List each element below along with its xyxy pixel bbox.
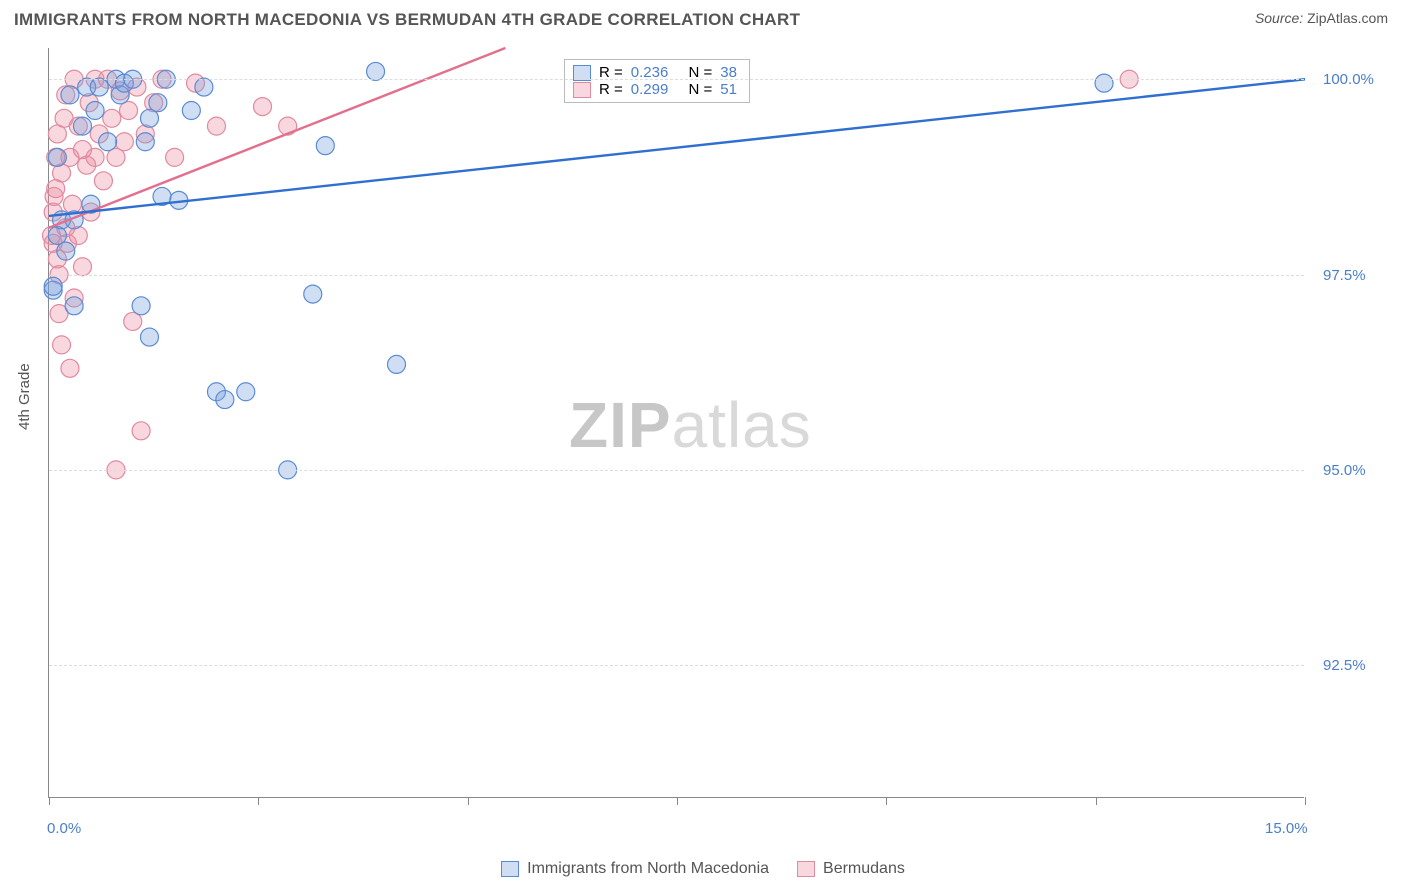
y-tick-label: 100.0% (1323, 71, 1374, 88)
chart-svg (49, 48, 1304, 797)
scatter-point (48, 148, 66, 166)
scatter-point (94, 172, 112, 190)
gridline (49, 470, 1304, 471)
x-tick (1305, 797, 1306, 805)
scatter-point (65, 297, 83, 315)
scatter-point (86, 148, 104, 166)
scatter-point (304, 285, 322, 303)
swatch-blue (501, 861, 519, 877)
scatter-point (61, 359, 79, 377)
r-label: R = (599, 81, 623, 98)
scatter-point (140, 328, 158, 346)
title-bar: IMMIGRANTS FROM NORTH MACEDONIA VS BERMU… (0, 0, 1406, 36)
scatter-point (182, 102, 200, 120)
source: Source: ZipAtlas.com (1255, 10, 1388, 26)
y-axis-label: 4th Grade (16, 363, 33, 430)
legend-row-pink: R = 0.299 N = 51 (573, 81, 737, 98)
y-tick-label: 97.5% (1323, 267, 1366, 284)
scatter-point (73, 117, 91, 135)
x-tick-label: 15.0% (1265, 820, 1308, 837)
gridline (49, 275, 1304, 276)
x-tick (677, 797, 678, 805)
scatter-point (132, 297, 150, 315)
swatch-pink (797, 861, 815, 877)
scatter-point (90, 78, 108, 96)
source-label: Source: (1255, 10, 1303, 26)
scatter-point (316, 137, 334, 155)
scatter-point (195, 78, 213, 96)
x-tick (886, 797, 887, 805)
scatter-point (44, 277, 62, 295)
legend-item-pink: Bermudans (797, 860, 905, 878)
scatter-point (136, 133, 154, 151)
gridline (49, 665, 1304, 666)
x-tick (468, 797, 469, 805)
x-tick (258, 797, 259, 805)
scatter-point (387, 355, 405, 373)
bottom-legend: Immigrants from North Macedonia Bermudan… (0, 860, 1406, 878)
scatter-point (53, 336, 71, 354)
swatch-pink (573, 82, 591, 98)
scatter-point (166, 148, 184, 166)
scatter-point (103, 109, 121, 127)
scatter-point (57, 242, 75, 260)
scatter-point (367, 62, 385, 80)
n-value-pink: 51 (720, 81, 737, 98)
gridline (49, 79, 1304, 80)
scatter-point (254, 98, 272, 116)
scatter-point (1095, 74, 1113, 92)
scatter-point (216, 391, 234, 409)
y-tick-label: 92.5% (1323, 657, 1366, 674)
legend-box: R = 0.236 N = 38 R = 0.299 N = 51 (564, 59, 750, 103)
scatter-point (73, 258, 91, 276)
scatter-point (99, 133, 117, 151)
scatter-point (86, 102, 104, 120)
scatter-point (132, 422, 150, 440)
legend-label-pink: Bermudans (823, 860, 905, 878)
x-tick (49, 797, 50, 805)
swatch-blue (573, 65, 591, 81)
scatter-point (149, 94, 167, 112)
scatter-point (237, 383, 255, 401)
chart-title: IMMIGRANTS FROM NORTH MACEDONIA VS BERMU… (14, 10, 800, 30)
legend-label-blue: Immigrants from North Macedonia (527, 860, 769, 878)
x-tick-label: 0.0% (47, 820, 81, 837)
scatter-point (207, 117, 225, 135)
y-tick-label: 95.0% (1323, 462, 1366, 479)
legend-item-blue: Immigrants from North Macedonia (501, 860, 769, 878)
plot-area: ZIPatlas R = 0.236 N = 38 R = 0.299 N = … (48, 48, 1304, 798)
n-label: N = (688, 81, 712, 98)
scatter-point (61, 86, 79, 104)
r-value-pink: 0.299 (631, 81, 669, 98)
scatter-point (115, 133, 133, 151)
x-tick (1096, 797, 1097, 805)
source-name: ZipAtlas.com (1307, 10, 1388, 26)
